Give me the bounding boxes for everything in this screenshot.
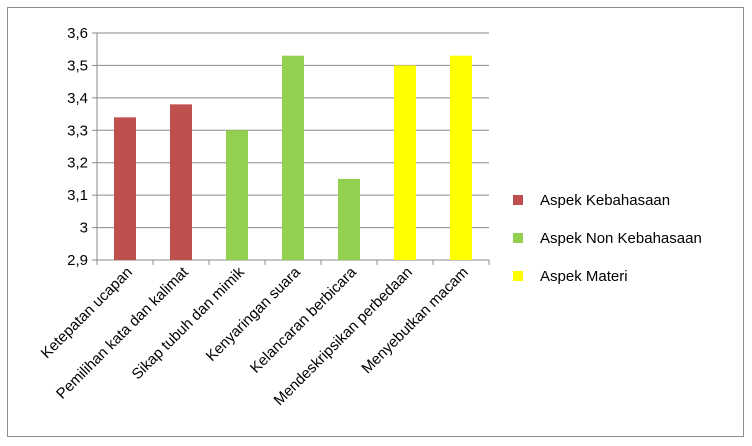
bar [338,178,360,260]
bar [394,65,416,260]
x-tick-label: Menyebutkan macam [358,264,471,377]
y-tick-labels: 2,9 3 3,1 3,2 3,3 3,4 3,5 3,6 [67,25,88,269]
y-tick-label: 3,5 [67,57,88,74]
legend-swatch [513,271,523,281]
legend-label: Aspek Non Kebahasaan [540,230,702,247]
legend-swatch [513,195,523,205]
y-tick-label: 3,2 [67,155,88,172]
chart-frame: 2,9 3 3,1 3,2 3,3 3,4 3,5 3,6 Ketepatan ucapan P… [7,7,744,437]
legend: Aspek Kebahasaan Aspek Non Kebahasaan Aspe… [513,192,702,285]
y-tick-label: 3 [80,220,88,237]
legend-label: Aspek Kebahasaan [540,192,670,209]
bar [170,104,192,260]
bar-chart: 2,9 3 3,1 3,2 3,3 3,4 3,5 3,6 Ketepatan ucapanP… [38,25,702,409]
x-tick-label: Sikap tubuh dan mimik [129,263,249,383]
x-tick-label: Ketepatan ucapan [38,264,136,362]
bar [282,55,304,261]
x-tick-label: Kenyaringan suara [203,263,305,365]
y-tick-label: 3,4 [67,90,88,107]
legend-label: Aspek Materi [540,268,628,285]
bars [114,55,472,261]
bar [226,130,248,260]
bar [114,117,136,260]
y-tick-label: 3,1 [67,187,88,204]
bar [450,55,472,261]
y-tick-label: 3,6 [67,25,88,42]
y-tick-label: 3,3 [67,122,88,139]
legend-swatch [513,233,523,243]
x-tick-label: Kelancaran berbicara [247,263,360,376]
y-tick-label: 2,9 [67,252,88,269]
